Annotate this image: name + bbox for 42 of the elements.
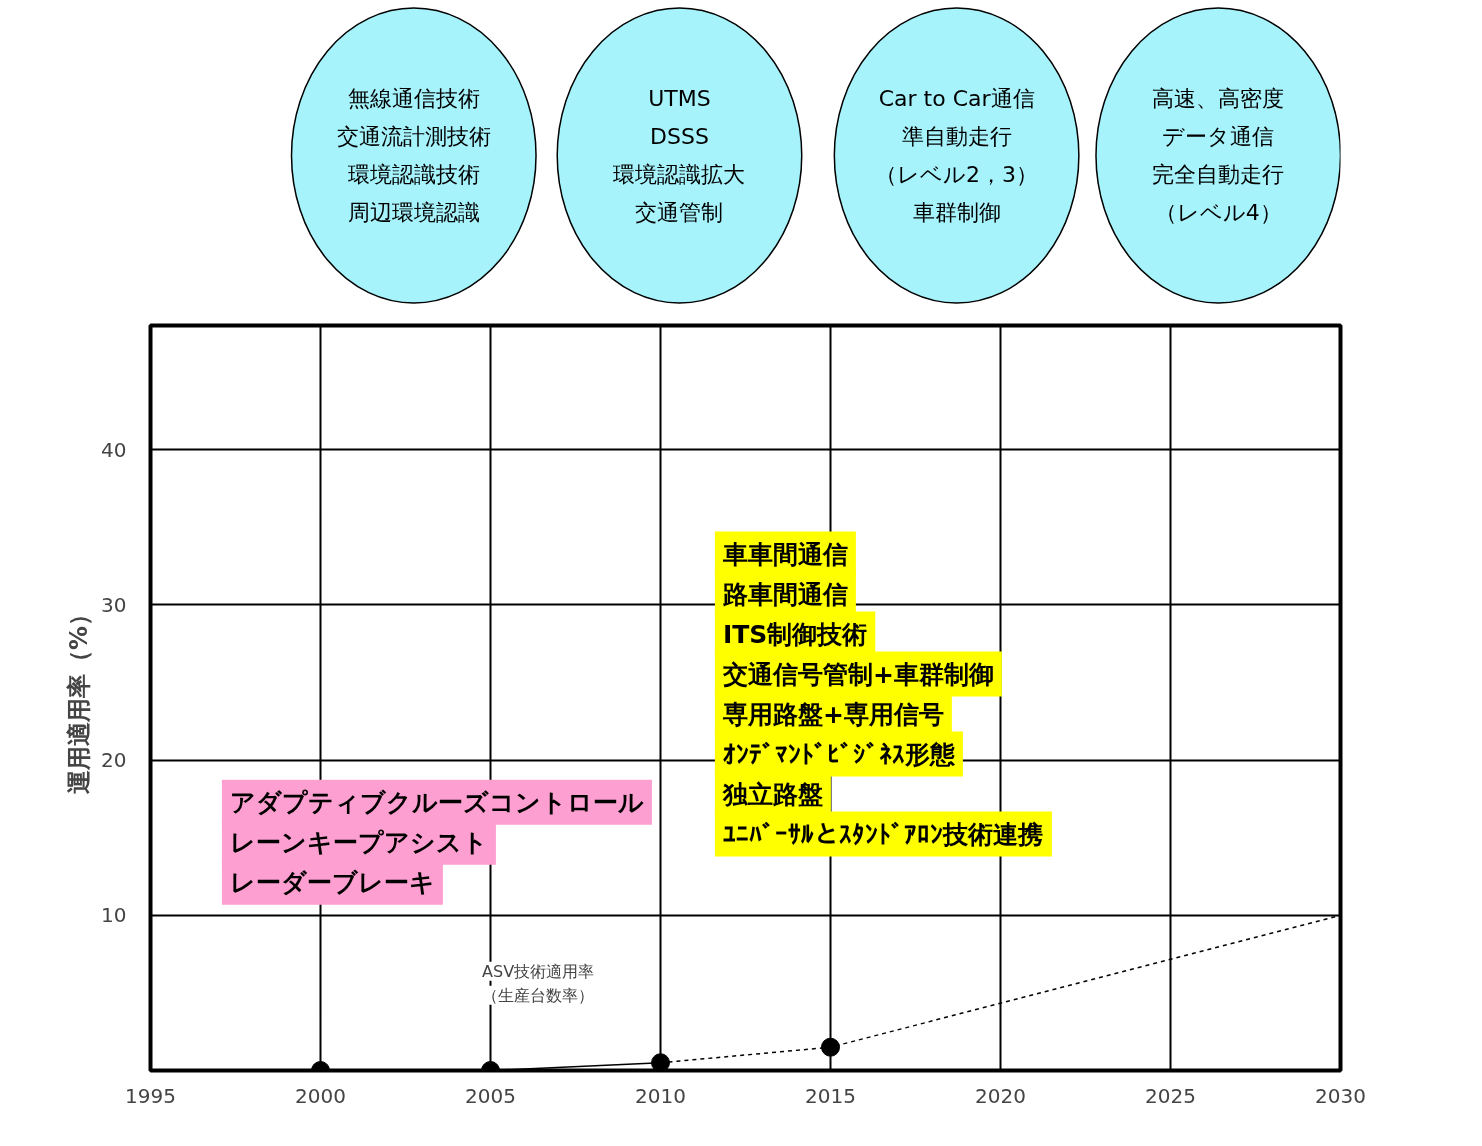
text: Car to Car通信 [878, 86, 1035, 111]
x-tick-label: 2015 [805, 1083, 856, 1108]
annotation: 車車間通信 [721, 539, 848, 569]
y-tick-label: 20 [101, 748, 127, 773]
text: 準自動走行 [901, 124, 1012, 149]
annotation: 独立路盤 [721, 779, 823, 809]
text: 完全自動走行 [1152, 162, 1285, 187]
annotation: ITS制御技術 [722, 619, 868, 649]
x-tick-label: 2020 [975, 1083, 1026, 1108]
text: 周辺環境認識 [347, 200, 480, 225]
text: UTMS [648, 86, 711, 111]
text: 車群制御 [912, 200, 1001, 225]
y-tick-label: 10 [101, 903, 127, 928]
annotation: アダプティブクルーズコントロール [229, 787, 644, 817]
x-tick-label: 2025 [1145, 1083, 1196, 1108]
annotation: 路車間通信 [721, 579, 848, 609]
text: 無線通信技術 [347, 86, 480, 111]
x-tick-label: 1995 [125, 1083, 176, 1108]
text: 環境認識技術 [347, 162, 480, 187]
x-tick-label: 2000 [295, 1083, 346, 1108]
text: DSSS [650, 124, 709, 149]
text: 交通流計測技術 [336, 124, 491, 149]
annotation: レーダーブレーキ [229, 867, 435, 897]
annotation: ASV技術適用率 [482, 961, 595, 981]
text: 高速、高密度 [1152, 86, 1285, 111]
text: 交通管制 [635, 200, 724, 225]
annotation: ｵﾝﾃﾞﾏﾝﾄﾞﾋﾞｼﾞﾈｽ形態 [722, 739, 956, 769]
text: （レベル2，3） [875, 162, 1039, 187]
text: （レベル4） [1154, 200, 1282, 225]
text: データ通信 [1162, 124, 1275, 149]
annotation: レーンキープアシスト [229, 827, 488, 857]
annotation: 交通信号管制+車群制御 [721, 659, 994, 689]
y-tick-label: 40 [101, 437, 127, 462]
x-tick-label: 2010 [635, 1083, 686, 1108]
y-axis-title: 運用適用率（%） [65, 601, 94, 795]
annotation: （生産台数率） [482, 985, 595, 1005]
annotation: ﾕﾆﾊﾞｰｻﾙとｽﾀﾝﾄﾞｱﾛﾝ技術連携 [722, 819, 1043, 849]
annotation: 専用路盤+専用信号 [721, 699, 944, 729]
y-tick-label: 30 [101, 592, 127, 617]
text: 環境認識拡大 [613, 162, 746, 187]
x-tick-label: 2030 [1315, 1083, 1366, 1108]
x-tick-label: 2005 [465, 1083, 516, 1108]
